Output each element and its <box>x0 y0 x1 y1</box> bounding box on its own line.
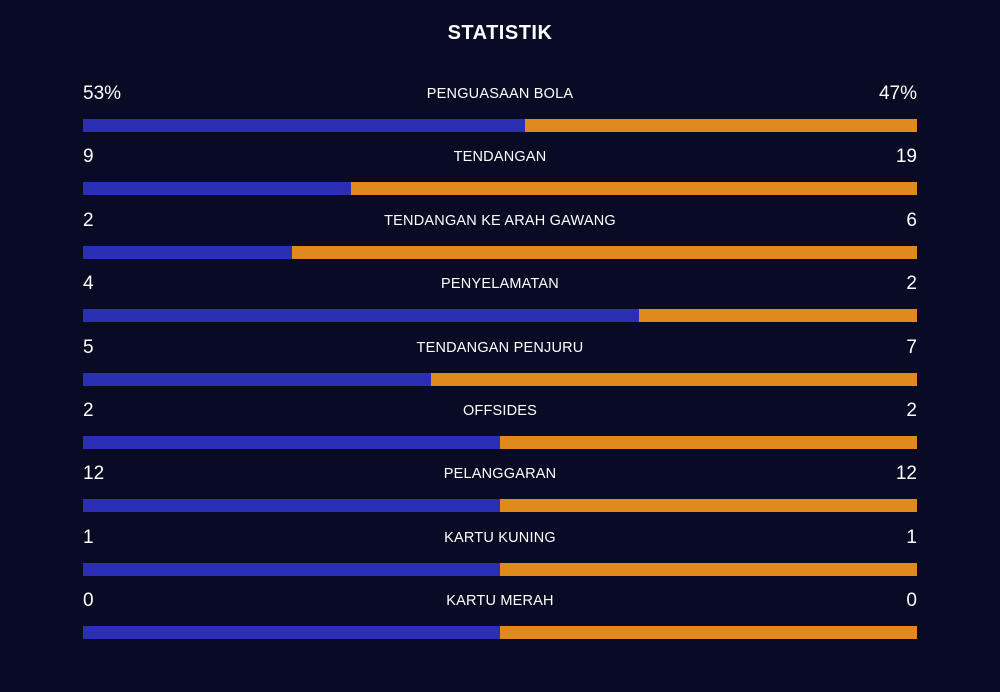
stat-label: TENDANGAN <box>453 149 547 166</box>
stat-row-tendangan-ke-arah-gawang: 2 TENDANGAN KE ARAH GAWANG 6 <box>83 206 917 269</box>
away-bar-segment <box>500 562 917 576</box>
comparison-bar <box>83 119 917 132</box>
home-value: 12 <box>83 463 105 485</box>
stat-label: KARTU MERAH <box>446 593 554 610</box>
away-bar-segment <box>351 182 917 196</box>
away-value: 1 <box>906 526 917 548</box>
home-bar-segment <box>83 182 352 196</box>
away-value: 47% <box>878 83 917 104</box>
home-bar-segment <box>83 626 500 640</box>
away-value: 0 <box>906 590 917 612</box>
comparison-bar <box>83 435 917 449</box>
stat-label: TENDANGAN KE ARAH GAWANG <box>384 212 616 229</box>
stat-label: PELANGGARAN <box>443 466 557 483</box>
away-bar-segment <box>500 626 917 640</box>
stat-label: PENGUASAAN BOLA <box>426 86 574 102</box>
away-value: 7 <box>906 336 917 358</box>
home-value: 53% <box>83 83 122 104</box>
stats-list: 53% PENGUASAAN BOLA 47% 9 TENDANGAN 19 2 TENDAN… <box>83 79 917 650</box>
home-value: 9 <box>83 146 94 168</box>
stat-row-penyelamatan: 4 PENYELAMATAN 2 <box>83 269 917 332</box>
stat-row-pelanggaran: 12 PELANGGARAN 12 <box>83 459 917 522</box>
stat-label: KARTU KUNING <box>444 529 556 546</box>
away-value: 6 <box>906 209 917 231</box>
away-value: 19 <box>895 146 917 168</box>
home-value: 2 <box>83 209 94 231</box>
away-bar-segment <box>525 119 917 132</box>
home-value: 1 <box>83 526 94 548</box>
away-bar-segment <box>430 372 917 386</box>
home-value: 4 <box>83 273 94 295</box>
away-bar-segment <box>638 309 917 323</box>
away-bar-segment <box>500 435 917 449</box>
away-value: 2 <box>906 273 917 295</box>
comparison-bar <box>83 626 917 640</box>
stat-label: TENDANGAN PENJURU <box>416 339 584 356</box>
home-bar-segment <box>83 562 500 576</box>
home-value: 2 <box>83 399 94 421</box>
home-value: 0 <box>83 590 94 612</box>
away-value: 2 <box>906 399 917 421</box>
comparison-bar <box>83 245 917 259</box>
comparison-bar <box>83 309 917 323</box>
stat-row-tendangan-penjuru: 5 TENDANGAN PENJURU 7 <box>83 333 917 396</box>
home-bar-segment <box>83 372 431 386</box>
home-bar-segment <box>83 309 639 323</box>
home-bar-segment <box>83 499 500 513</box>
home-bar-segment <box>83 435 500 449</box>
away-bar-segment <box>500 499 917 513</box>
home-bar-segment <box>83 119 526 132</box>
away-value: 12 <box>895 463 917 485</box>
comparison-bar <box>83 499 917 513</box>
stat-label: OFFSIDES <box>462 402 538 419</box>
home-value: 5 <box>83 336 94 358</box>
panel-title: STATISTIK <box>447 22 553 44</box>
stat-row-offsides: 2 OFFSIDES 2 <box>83 396 917 459</box>
comparison-bar <box>83 182 917 196</box>
stat-label: PENYELAMATAN <box>441 276 559 293</box>
stat-row-kartu-merah: 0 KARTU MERAH 0 <box>83 586 917 649</box>
away-bar-segment <box>291 245 917 259</box>
stat-row-kartu-kuning: 1 KARTU KUNING 1 <box>83 523 917 586</box>
comparison-bar <box>83 372 917 386</box>
stat-row-penguasaan-bola: 53% PENGUASAAN BOLA 47% <box>83 79 917 142</box>
comparison-bar <box>83 562 917 576</box>
home-bar-segment <box>83 245 292 259</box>
stat-row-tendangan: 9 TENDANGAN 19 <box>83 142 917 205</box>
